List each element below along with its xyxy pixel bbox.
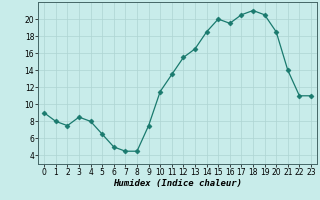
- X-axis label: Humidex (Indice chaleur): Humidex (Indice chaleur): [113, 179, 242, 188]
